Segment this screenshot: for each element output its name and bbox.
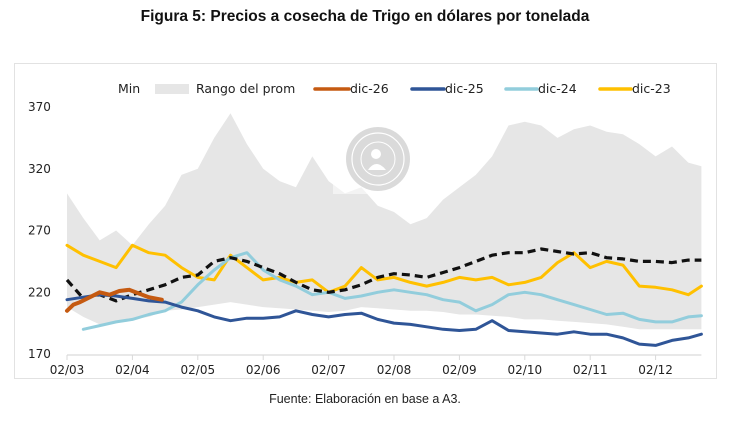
legend-label: dic-26: [350, 81, 389, 96]
y-tick-label: 370: [28, 100, 51, 114]
x-tick-label: 02/11: [573, 363, 608, 377]
x-tick-label: 02/08: [377, 363, 412, 377]
x-tick-label: 02/04: [115, 363, 150, 377]
x-tick-label: 02/03: [50, 363, 85, 377]
series-line-dic-23: [65, 243, 703, 297]
legend: Min Rango del prom dic-26 dic-25 dic-24 dic-2…: [118, 81, 671, 96]
y-tick-label: 220: [28, 285, 51, 299]
legend-label: Min: [118, 81, 140, 96]
legend-label: dic-25: [445, 81, 484, 96]
series-line-promedio: [65, 247, 702, 303]
legend-label: Rango del prom: [196, 81, 295, 96]
x-tick-label: 02/09: [442, 363, 477, 377]
watermark-seal: [333, 124, 423, 194]
y-tick-label: 170: [28, 347, 51, 361]
x-tick-label: 02/10: [508, 363, 543, 377]
chart-title: Figura 5: Precios a cosecha de Trigo en …: [140, 8, 590, 25]
legend-label: dic-24: [538, 81, 577, 96]
x-tick-label: 02/12: [638, 363, 673, 377]
source-caption: Fuente: Elaboración en base a A3.: [269, 392, 461, 406]
series-line-dic-26: [65, 287, 164, 313]
x-tick-label: 02/05: [181, 363, 216, 377]
x-tick-label: 02/07: [311, 363, 346, 377]
axis-layer: [66, 354, 702, 360]
y-tick-label: 320: [28, 162, 51, 176]
series-line-dic-24: [81, 251, 703, 331]
series-line-dic-25: [65, 293, 703, 347]
series-layer: [65, 243, 703, 347]
y-tick-label: 270: [28, 224, 51, 238]
legend-label: dic-23: [632, 81, 671, 96]
legend-swatch-band: [155, 84, 189, 94]
chart-frame: [14, 63, 717, 379]
x-tick-label: 02/06: [246, 363, 281, 377]
y-axis-ticks: 370 320 270 220 170: [28, 100, 51, 361]
x-axis-ticks: 02/03 02/04 02/05 02/06 02/07 02/08 02/09 02/10…: [50, 363, 673, 377]
